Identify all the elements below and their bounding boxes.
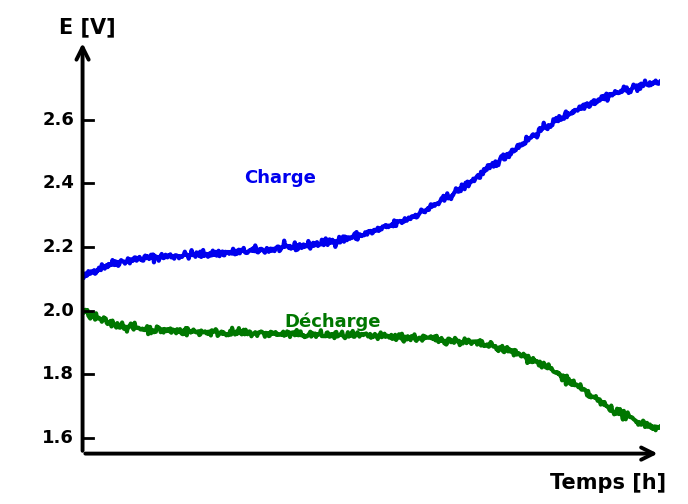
Text: Charge: Charge [244, 168, 316, 186]
Text: 2.4: 2.4 [43, 174, 74, 193]
Text: Décharge: Décharge [285, 312, 381, 331]
Text: 1.6: 1.6 [43, 429, 74, 447]
Text: 2.2: 2.2 [43, 238, 74, 256]
Text: Temps [h]: Temps [h] [550, 473, 666, 493]
Text: E [V]: E [V] [59, 17, 116, 37]
Text: 1.8: 1.8 [42, 365, 74, 383]
Text: 2.6: 2.6 [43, 111, 74, 129]
Text: 2.0: 2.0 [43, 301, 74, 320]
